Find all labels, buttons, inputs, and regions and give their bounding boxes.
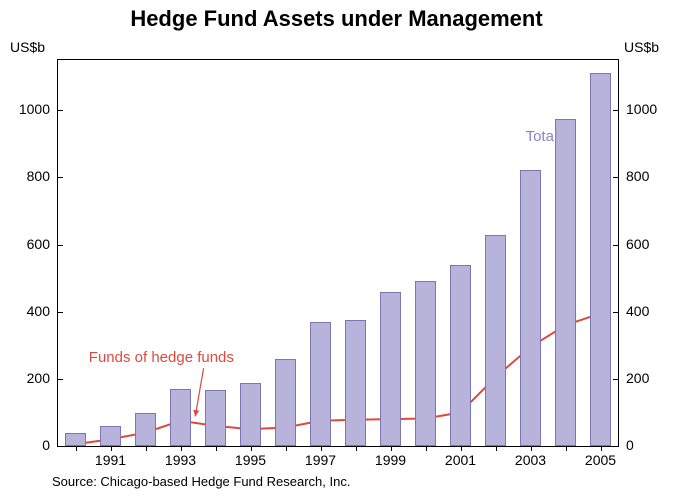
bar xyxy=(240,383,262,446)
x-tick-mark xyxy=(286,446,287,451)
y-tick-right: 800 xyxy=(626,168,649,184)
y-tick-mark xyxy=(58,110,63,111)
y-tick-mark xyxy=(613,245,618,246)
y-tick-mark xyxy=(613,379,618,380)
x-tick-mark xyxy=(216,446,217,451)
bar xyxy=(450,265,472,446)
bar xyxy=(170,389,192,446)
bar xyxy=(590,73,612,446)
y-tick-right: 400 xyxy=(626,303,649,319)
y-tick-left: 0 xyxy=(42,437,50,453)
fohf-arrow-head xyxy=(193,410,199,417)
bar xyxy=(555,119,577,446)
x-tick-label: 1993 xyxy=(165,452,196,468)
x-tick-mark xyxy=(391,446,392,451)
x-tick-mark xyxy=(461,446,462,451)
fohf-arrow-line xyxy=(195,368,203,416)
y-tick-right: 0 xyxy=(626,437,634,453)
y-tick-mark xyxy=(58,312,63,313)
fohf-series-label: Funds of hedge funds xyxy=(89,349,234,366)
y-tick-left: 200 xyxy=(27,370,50,386)
plot-area xyxy=(58,60,618,446)
x-tick-mark xyxy=(426,446,427,451)
x-tick-label: 2001 xyxy=(445,452,476,468)
x-tick-mark xyxy=(566,446,567,451)
y-tick-right: 600 xyxy=(626,236,649,252)
y-tick-mark xyxy=(613,110,618,111)
bar xyxy=(135,413,157,446)
x-tick-mark xyxy=(76,446,77,451)
bar xyxy=(380,292,402,446)
source-text: Source: Chicago-based Hedge Fund Researc… xyxy=(52,474,350,489)
y-tick-mark xyxy=(58,446,63,447)
y-tick-mark xyxy=(58,245,63,246)
y-tick-mark xyxy=(613,312,618,313)
y-axis-label-right: US$b xyxy=(624,39,659,55)
bar xyxy=(520,170,542,446)
y-tick-mark xyxy=(613,177,618,178)
bar xyxy=(485,235,507,446)
x-tick-label: 1999 xyxy=(375,452,406,468)
x-tick-mark xyxy=(251,446,252,451)
chart-container: Hedge Fund Assets under Management US$b … xyxy=(0,0,673,502)
bar xyxy=(65,433,87,446)
bar xyxy=(100,426,122,446)
y-axis-label-left: US$b xyxy=(10,39,45,55)
bar xyxy=(205,390,227,446)
y-tick-mark xyxy=(58,379,63,380)
x-tick-label: 2005 xyxy=(585,452,616,468)
x-tick-mark xyxy=(146,446,147,451)
y-tick-mark xyxy=(613,446,618,447)
x-tick-mark xyxy=(181,446,182,451)
y-tick-right: 1000 xyxy=(626,101,657,117)
bar xyxy=(415,281,437,446)
bar xyxy=(275,359,297,446)
y-tick-left: 400 xyxy=(27,303,50,319)
x-tick-mark xyxy=(496,446,497,451)
total-series-label: Total xyxy=(526,128,558,145)
x-tick-mark xyxy=(321,446,322,451)
x-tick-label: 1997 xyxy=(305,452,336,468)
x-tick-mark xyxy=(601,446,602,451)
x-tick-label: 1991 xyxy=(95,452,126,468)
bar xyxy=(310,322,332,446)
chart-title: Hedge Fund Assets under Management xyxy=(0,6,673,32)
x-tick-label: 1995 xyxy=(235,452,266,468)
y-tick-left: 800 xyxy=(27,168,50,184)
x-tick-mark xyxy=(111,446,112,451)
y-tick-right: 200 xyxy=(626,370,649,386)
bar xyxy=(345,320,367,446)
y-tick-left: 1000 xyxy=(19,101,50,117)
y-tick-mark xyxy=(58,177,63,178)
y-tick-left: 600 xyxy=(27,236,50,252)
x-tick-mark xyxy=(531,446,532,451)
x-tick-mark xyxy=(356,446,357,451)
x-tick-label: 2003 xyxy=(515,452,546,468)
